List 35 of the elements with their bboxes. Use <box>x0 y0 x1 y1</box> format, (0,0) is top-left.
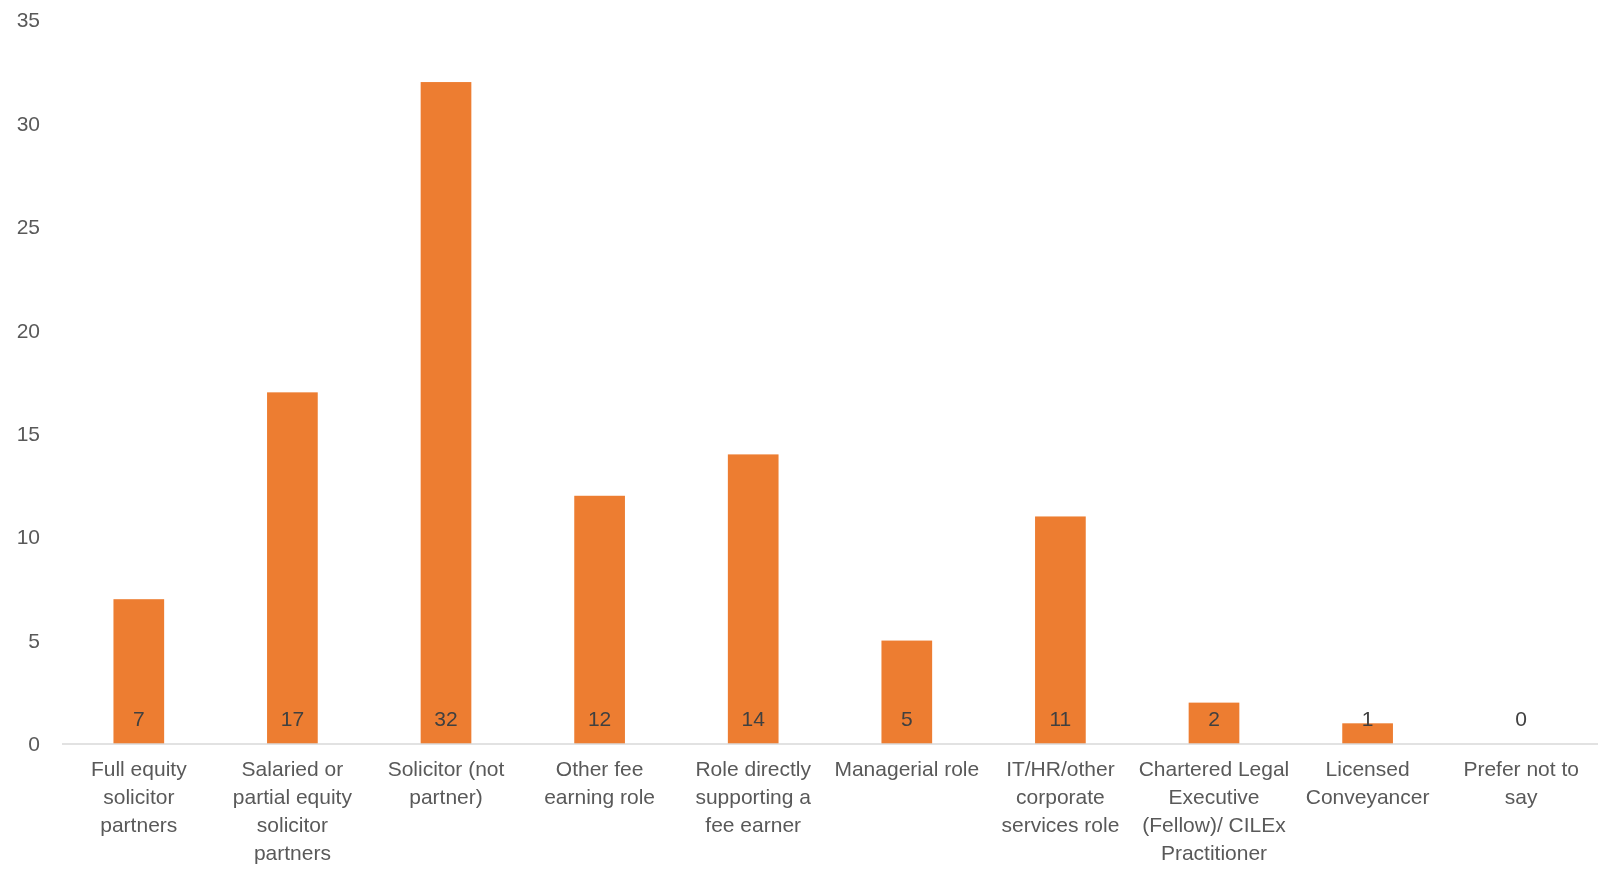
data-label: 5 <box>900 707 913 730</box>
y-tick-label: 5 <box>28 628 40 652</box>
bar <box>420 82 472 744</box>
data-label: 11 <box>1049 707 1072 730</box>
y-tick-label: 30 <box>16 111 40 135</box>
x-tick-label: Chartered Legal Executive (Fellow)/ CILEx Practitioner <box>1138 757 1290 864</box>
x-tick-label: Salaried or partial equity solicitor partners <box>232 757 353 864</box>
bar <box>1035 516 1086 744</box>
x-tick-label: Prefer not to say <box>1463 757 1579 808</box>
bar <box>727 454 779 744</box>
data-label: 0 <box>1515 707 1528 730</box>
x-tick-label: Licensed Conveyancer <box>1305 757 1430 808</box>
data-label: 17 <box>280 707 305 730</box>
x-tick-label: IT/HR/other corporate services role <box>1001 757 1120 836</box>
data-label: 7 <box>132 707 145 730</box>
bar <box>267 392 318 744</box>
data-label: 14 <box>741 707 766 730</box>
bar <box>1188 702 1240 744</box>
bar <box>881 640 933 744</box>
y-tick-label: 25 <box>16 215 40 239</box>
data-label: 32 <box>434 707 458 730</box>
x-tick-label: Role directly supporting a fee earner <box>695 757 812 836</box>
x-tick-label: Solicitor (not partner) <box>387 757 505 808</box>
y-tick-label: 10 <box>16 525 40 549</box>
y-tick-label: 0 <box>28 732 40 756</box>
x-tick-label: Full equity solicitor partners <box>90 757 188 836</box>
data-label: 2 <box>1208 707 1220 730</box>
y-tick-label: 35 <box>16 8 40 32</box>
x-tick-label: Other fee earning role <box>544 757 656 808</box>
bar <box>574 495 625 744</box>
x-tick-label: Managerial role <box>834 757 980 780</box>
bar <box>113 599 165 744</box>
y-tick-label: 15 <box>16 422 40 446</box>
y-tick-label: 20 <box>16 318 40 342</box>
data-label: 12 <box>587 707 612 730</box>
